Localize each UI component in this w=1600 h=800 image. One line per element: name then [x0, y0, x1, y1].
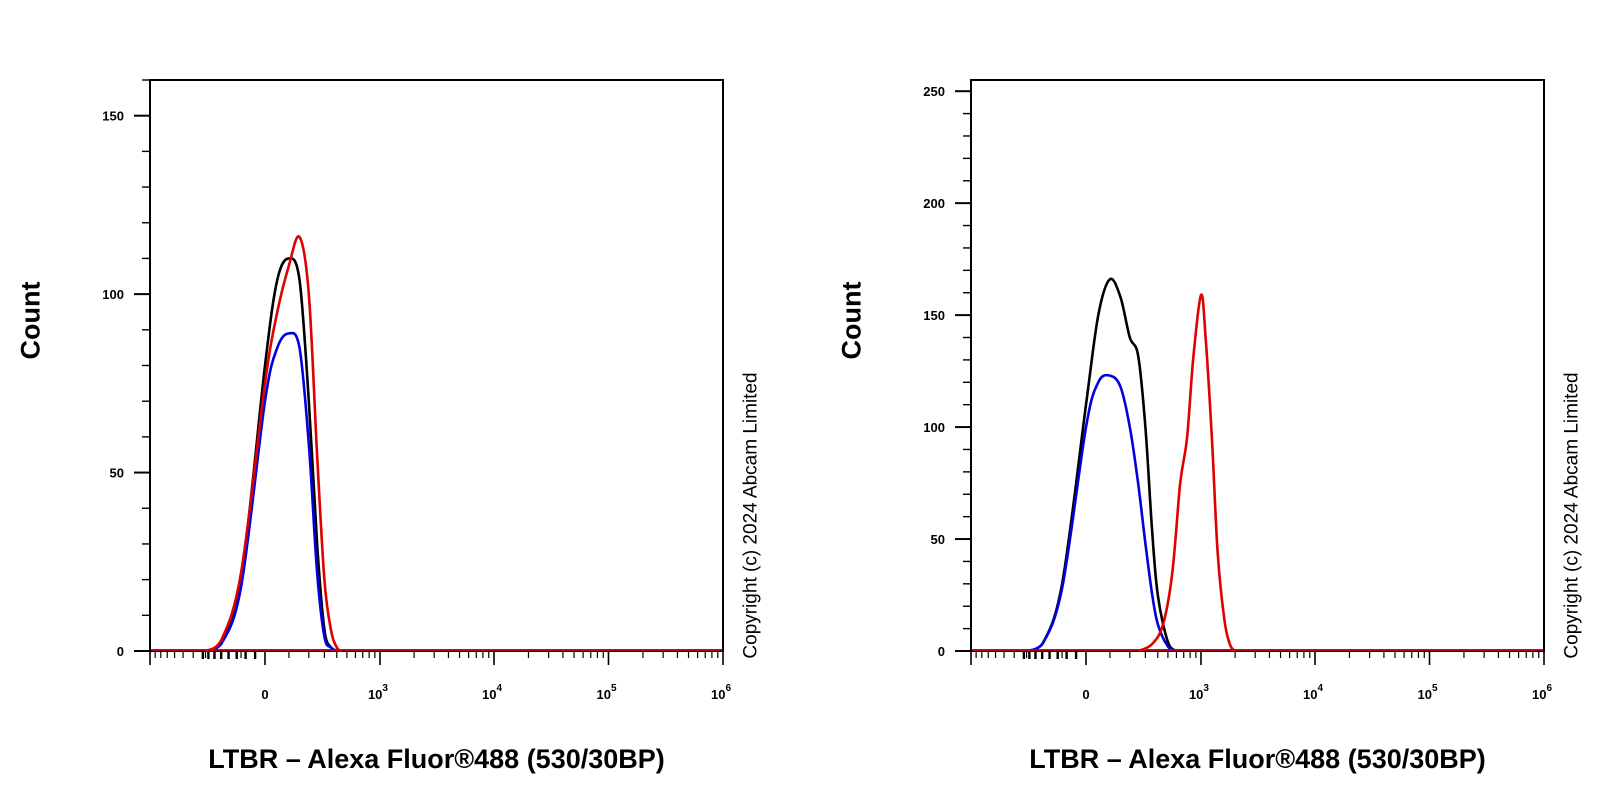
series-line-0	[1026, 277, 1178, 653]
y-tick-label: 50	[931, 532, 945, 547]
y-tick-label: 100	[923, 420, 945, 435]
y-tick-label: 200	[923, 196, 945, 211]
y-tick-label: 50	[110, 466, 124, 481]
copyright-text: Copyright (c) 2024 Abcam Limited	[1562, 372, 1583, 658]
histogram-panel-left: 0 50 100 150 0 103 104 105 106 LTBR – Alexa Fluor…	[15, 79, 762, 774]
histogram-panel-right: 0 50 100 150 200 250 0 103 104 105 106 LTBR – Alexa…	[836, 79, 1583, 774]
plot-frame	[149, 79, 724, 652]
x-tick-label: 106	[1532, 683, 1552, 702]
x-tick-label: 103	[368, 683, 388, 702]
x-tick-label: 0	[261, 687, 268, 702]
y-tick-label: 150	[102, 109, 124, 124]
x-tick-label: 104	[482, 683, 502, 702]
x-tick-label: 105	[1417, 683, 1437, 702]
y-axis-title: Count	[15, 282, 45, 360]
x-tick-label: 0	[1082, 687, 1089, 702]
x-tick-label: 105	[596, 683, 616, 702]
y-tick-label: 0	[938, 644, 945, 659]
copyright-text: Copyright (c) 2024 Abcam Limited	[741, 372, 762, 658]
plot-frame	[970, 79, 1545, 652]
x-tick-label: 106	[711, 683, 731, 702]
series-line-1	[205, 331, 338, 653]
series-line-1	[1026, 373, 1177, 653]
x-tick-label: 103	[1189, 683, 1209, 702]
y-axis-title: Count	[836, 282, 866, 360]
x-tick-label: 104	[1303, 683, 1323, 702]
y-tick-label: 0	[117, 644, 124, 659]
x-axis-title: LTBR – Alexa Fluor®488 (530/30BP)	[1029, 744, 1486, 774]
y-tick-label: 250	[923, 84, 945, 99]
series-line-2	[204, 235, 343, 653]
x-axis-title: LTBR – Alexa Fluor®488 (530/30BP)	[208, 744, 665, 774]
series-line-2	[1137, 293, 1237, 653]
y-tick-label: 100	[102, 287, 124, 302]
y-tick-label: 150	[923, 308, 945, 323]
